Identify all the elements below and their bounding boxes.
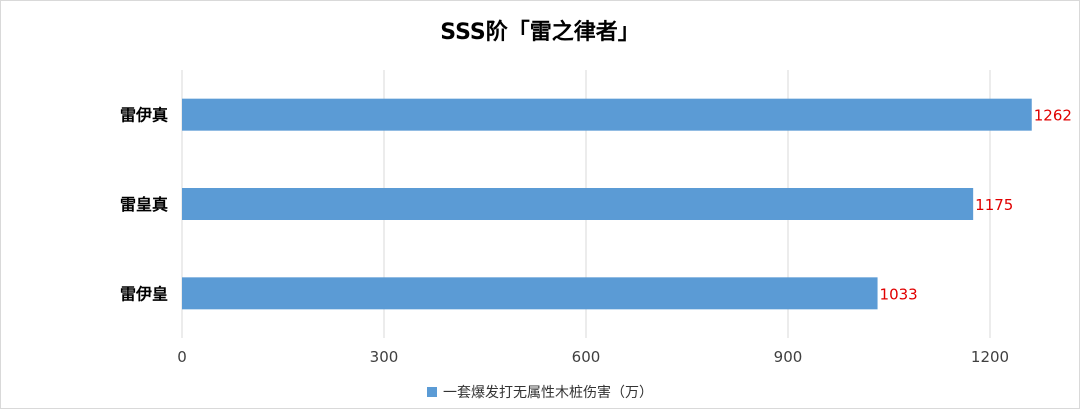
category-label: 雷伊真 xyxy=(120,106,168,125)
legend-label: 一套爆发打无属性木桩伤害（万） xyxy=(443,385,653,401)
x-tick-label: 300 xyxy=(370,348,399,366)
x-tick-label: 600 xyxy=(572,348,601,366)
x-tick-label: 0 xyxy=(177,348,187,366)
bar xyxy=(182,98,1032,131)
data-label: 1262 xyxy=(1034,107,1072,125)
data-label: 1033 xyxy=(880,285,918,303)
x-tick-label: 900 xyxy=(774,348,803,366)
bar xyxy=(182,277,878,310)
bar xyxy=(182,188,974,220)
category-label: 雷皇真 xyxy=(120,195,168,214)
legend: 一套爆发打无属性木桩伤害（万） xyxy=(0,382,1080,402)
x-tick-label: 1200 xyxy=(971,348,1009,366)
chart-title: SSS阶「雷之律者」 xyxy=(440,20,640,45)
legend-swatch xyxy=(427,387,437,397)
data-label: 1175 xyxy=(975,196,1013,214)
category-label: 雷伊皇 xyxy=(120,284,168,303)
